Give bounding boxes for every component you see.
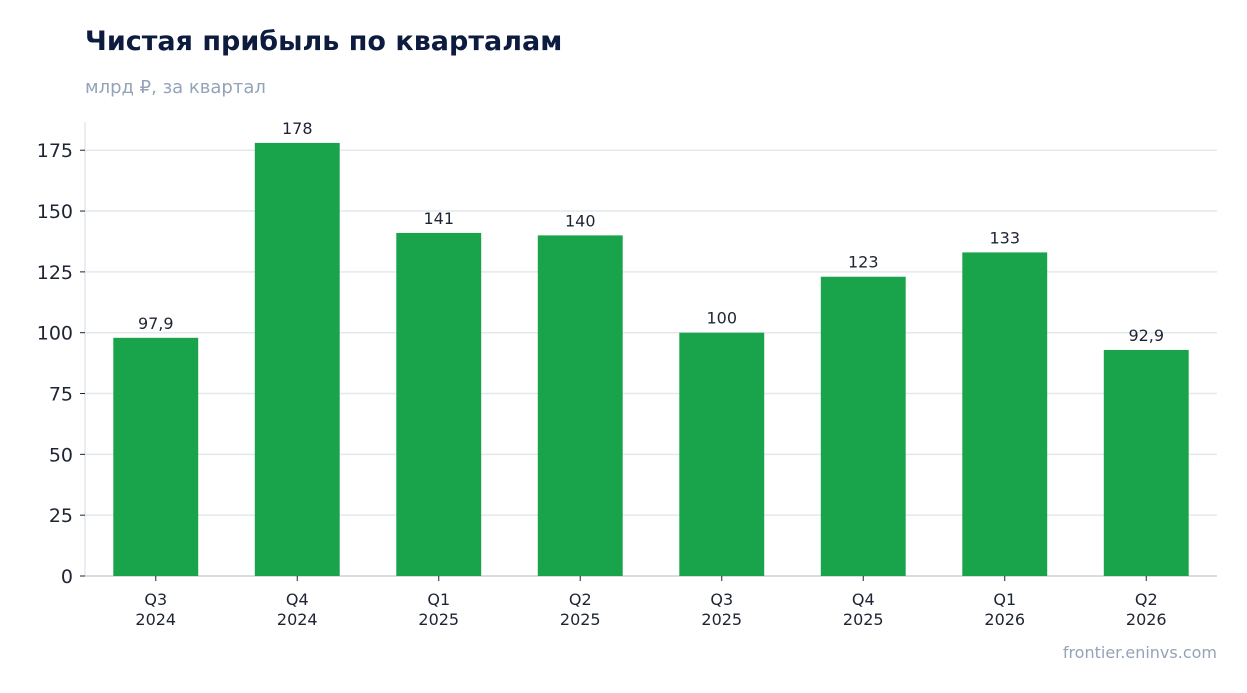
y-tick-label: 75 bbox=[49, 384, 73, 406]
chart-title: Чистая прибыль по кварталам bbox=[85, 26, 563, 57]
x-axis-ticks: Q32024Q42024Q12025Q22025Q32025Q42025Q120… bbox=[135, 576, 1167, 629]
chart-subtitle: млрд ₽, за квартал bbox=[85, 77, 266, 98]
data-label: 178 bbox=[282, 119, 313, 138]
bar bbox=[679, 332, 765, 576]
bar bbox=[537, 235, 623, 576]
x-tick-label-quarter: Q4 bbox=[286, 590, 309, 609]
x-tick-label-year: 2026 bbox=[984, 610, 1025, 629]
y-tick-label: 150 bbox=[37, 201, 73, 223]
x-tick-label-year: 2025 bbox=[701, 610, 742, 629]
y-tick-label: 125 bbox=[37, 262, 73, 284]
data-label: 141 bbox=[423, 209, 454, 228]
y-tick-label: 175 bbox=[37, 140, 73, 162]
x-tick-label-quarter: Q1 bbox=[993, 590, 1016, 609]
x-tick-label-quarter: Q3 bbox=[710, 590, 733, 609]
data-label: 140 bbox=[565, 211, 596, 230]
y-tick-label: 50 bbox=[49, 444, 73, 466]
x-tick-label-year: 2025 bbox=[843, 610, 884, 629]
bar bbox=[396, 232, 482, 576]
y-tick-label: 100 bbox=[37, 323, 73, 345]
y-tick-label: 0 bbox=[61, 566, 73, 588]
data-label: 100 bbox=[706, 309, 737, 328]
x-tick-label-quarter: Q2 bbox=[569, 590, 592, 609]
bar bbox=[1103, 349, 1189, 576]
bars bbox=[113, 142, 1189, 577]
y-tick-label: 25 bbox=[49, 505, 73, 527]
data-label: 133 bbox=[989, 228, 1020, 247]
x-tick-label-year: 2024 bbox=[277, 610, 318, 629]
data-label: 123 bbox=[848, 253, 879, 272]
data-label: 92,9 bbox=[1128, 326, 1164, 345]
x-tick-label-year: 2025 bbox=[560, 610, 601, 629]
data-label: 97,9 bbox=[138, 314, 174, 333]
data-labels: 97,9 178 141 140 100 123 133 92,9 bbox=[138, 119, 1164, 345]
x-tick-label-year: 2026 bbox=[1126, 610, 1167, 629]
bar bbox=[113, 337, 199, 576]
source-credit: frontier.eninvs.com bbox=[1062, 643, 1217, 662]
x-tick-label-year: 2025 bbox=[418, 610, 459, 629]
x-tick-label-quarter: Q4 bbox=[852, 590, 875, 609]
x-tick-label-quarter: Q3 bbox=[144, 590, 167, 609]
x-tick-label-year: 2024 bbox=[135, 610, 176, 629]
bar bbox=[820, 276, 906, 576]
x-tick-label-quarter: Q2 bbox=[1135, 590, 1158, 609]
bar bbox=[254, 142, 340, 577]
bar bbox=[962, 252, 1048, 577]
x-tick-label-quarter: Q1 bbox=[427, 590, 450, 609]
y-axis-ticks: 0 25 50 75 100 125 150 175 bbox=[37, 140, 85, 588]
